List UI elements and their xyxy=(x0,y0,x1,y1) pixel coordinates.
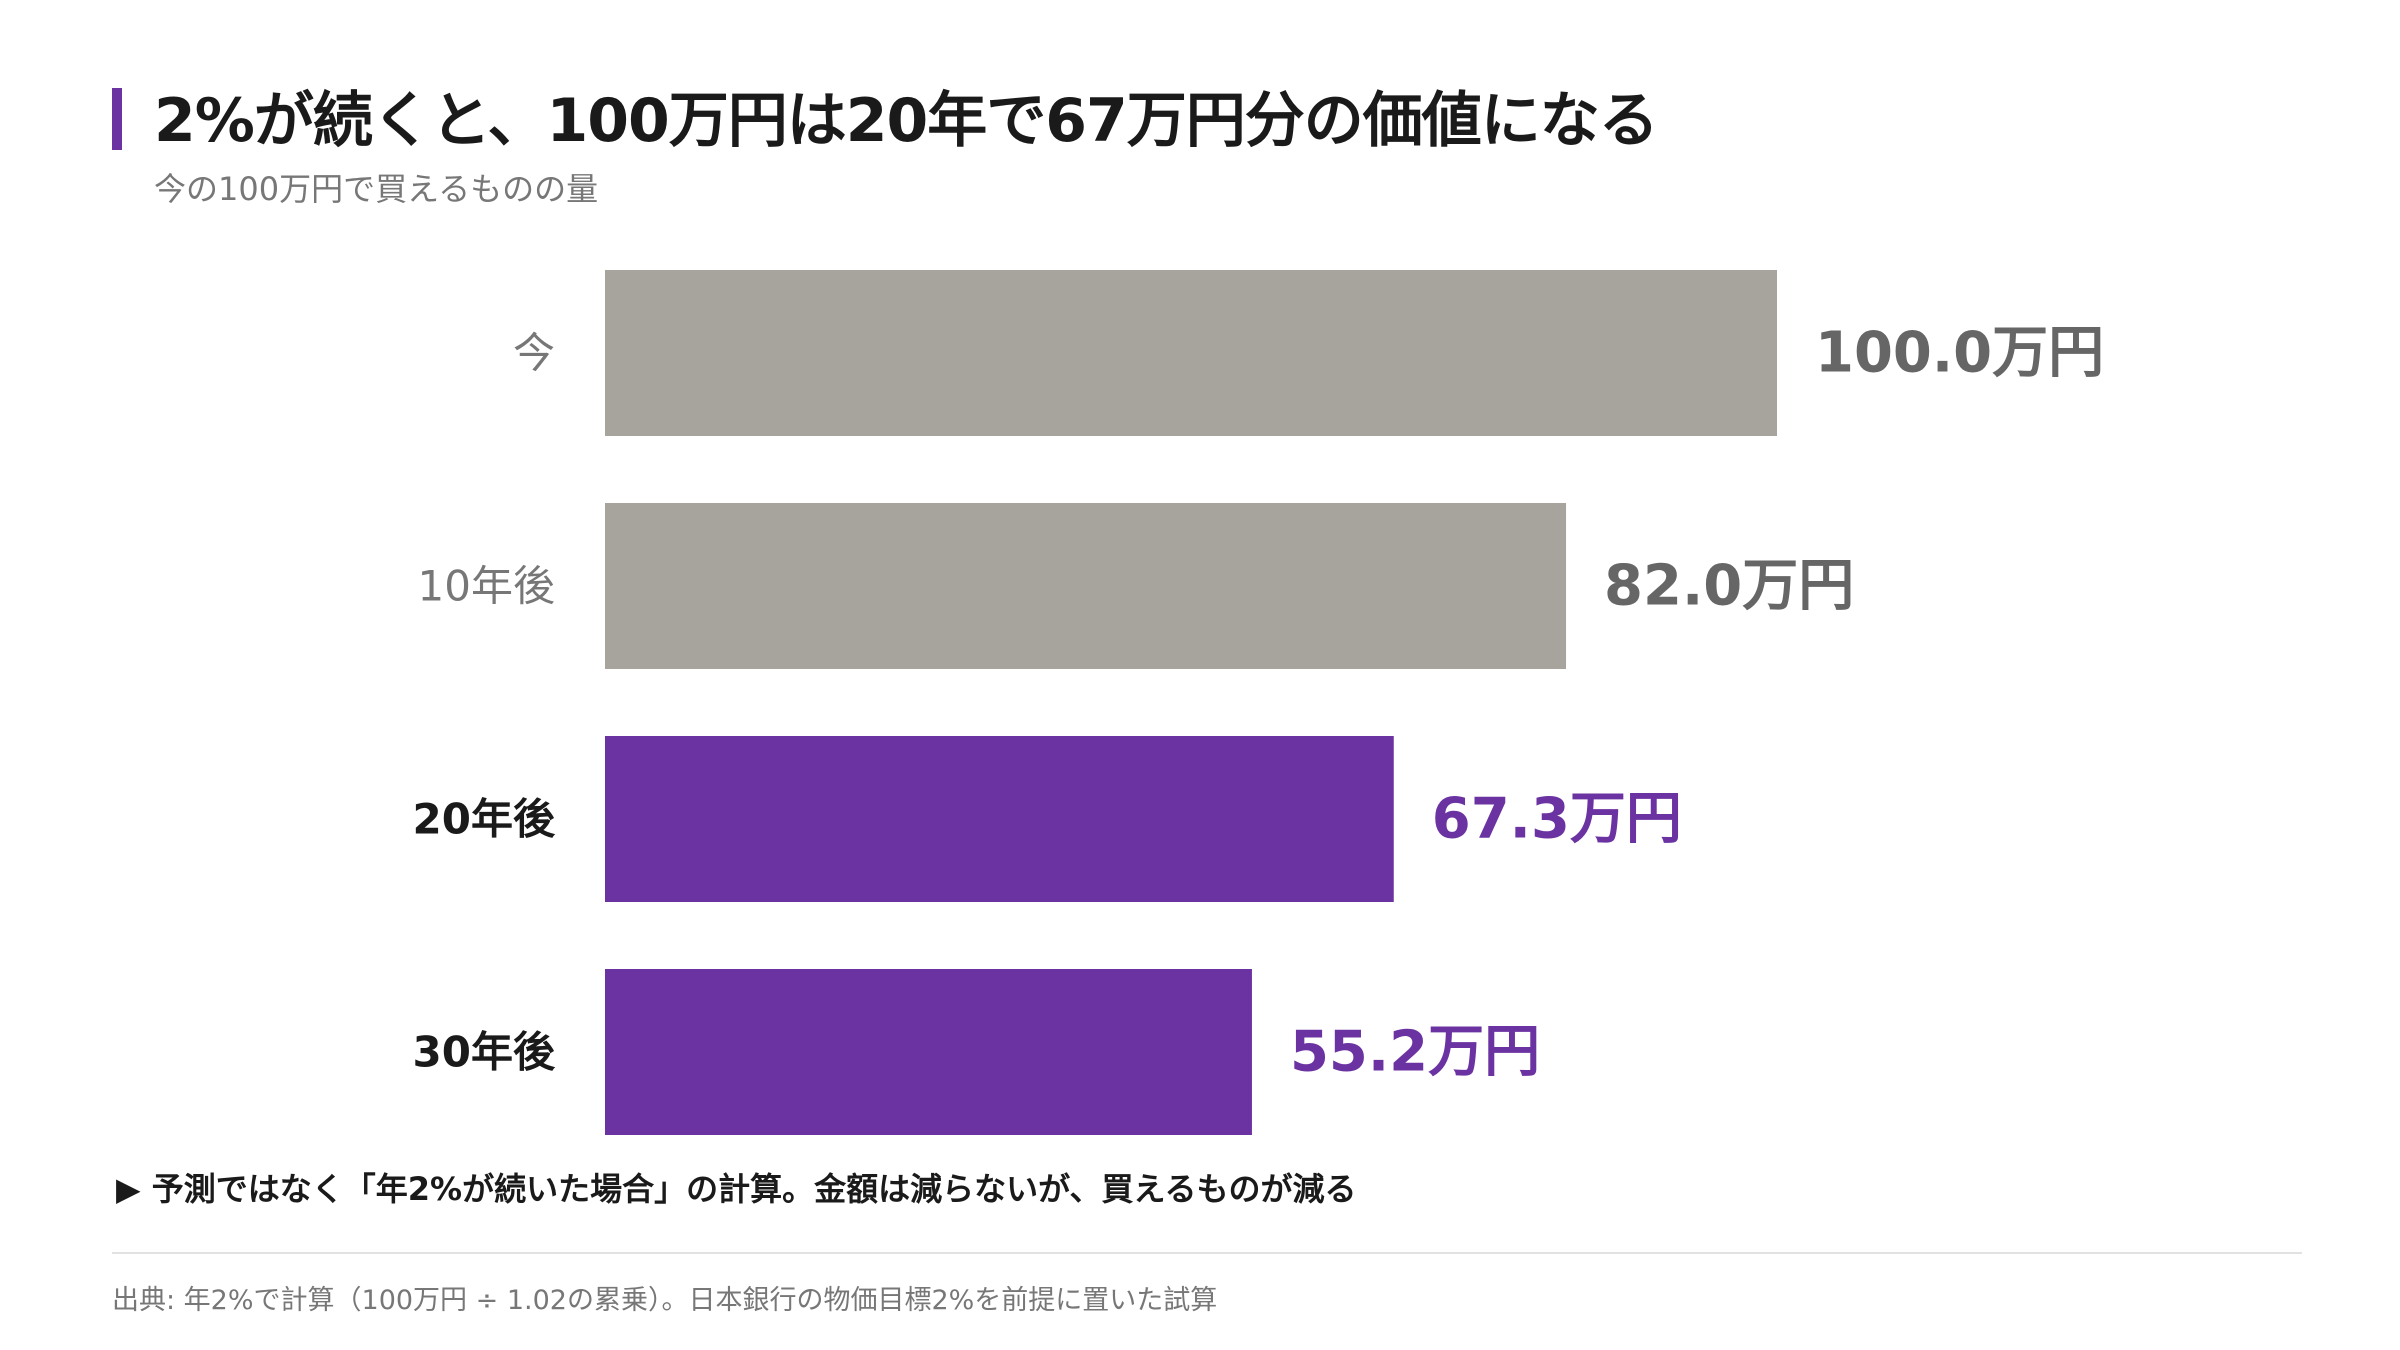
bar-3 xyxy=(605,969,1252,1135)
bar-1 xyxy=(605,503,1567,669)
bar-2 xyxy=(605,736,1394,902)
category-label-2: 20年後 xyxy=(413,795,556,844)
page-subtitle: 今の100万円で買えるものの量 xyxy=(154,170,599,208)
category-label-0: 今 xyxy=(513,329,555,378)
value-label-2: 67.3万円 xyxy=(1432,787,1682,852)
value-label-1: 82.0万円 xyxy=(1604,554,1854,619)
value-label-3: 55.2万円 xyxy=(1290,1020,1540,1085)
title-accent-bar xyxy=(112,88,122,150)
source-note: 出典: 年2%で計算（100万円 ÷ 1.02の累乗）。日本銀行の物価目標2%を… xyxy=(112,1285,1218,1316)
chart-note: ▶ 予測ではなく「年2%が続いた場合」の計算。金額は減らないが、買えるものが減る xyxy=(116,1170,1357,1208)
value-label-0: 100.0万円 xyxy=(1815,321,2104,386)
bar-0 xyxy=(605,270,1777,436)
bar-chart: 今 100.0万円 10年後 82.0万円 20年後 67.3万円 30年後 55.2万円 xyxy=(413,270,2104,1135)
category-label-1: 10年後 xyxy=(418,562,555,611)
page-title: 2%が続くと、100万円は20年で67万円分の価値になる xyxy=(154,86,1659,156)
category-label-3: 30年後 xyxy=(413,1028,556,1077)
footer-divider xyxy=(112,1252,2302,1254)
